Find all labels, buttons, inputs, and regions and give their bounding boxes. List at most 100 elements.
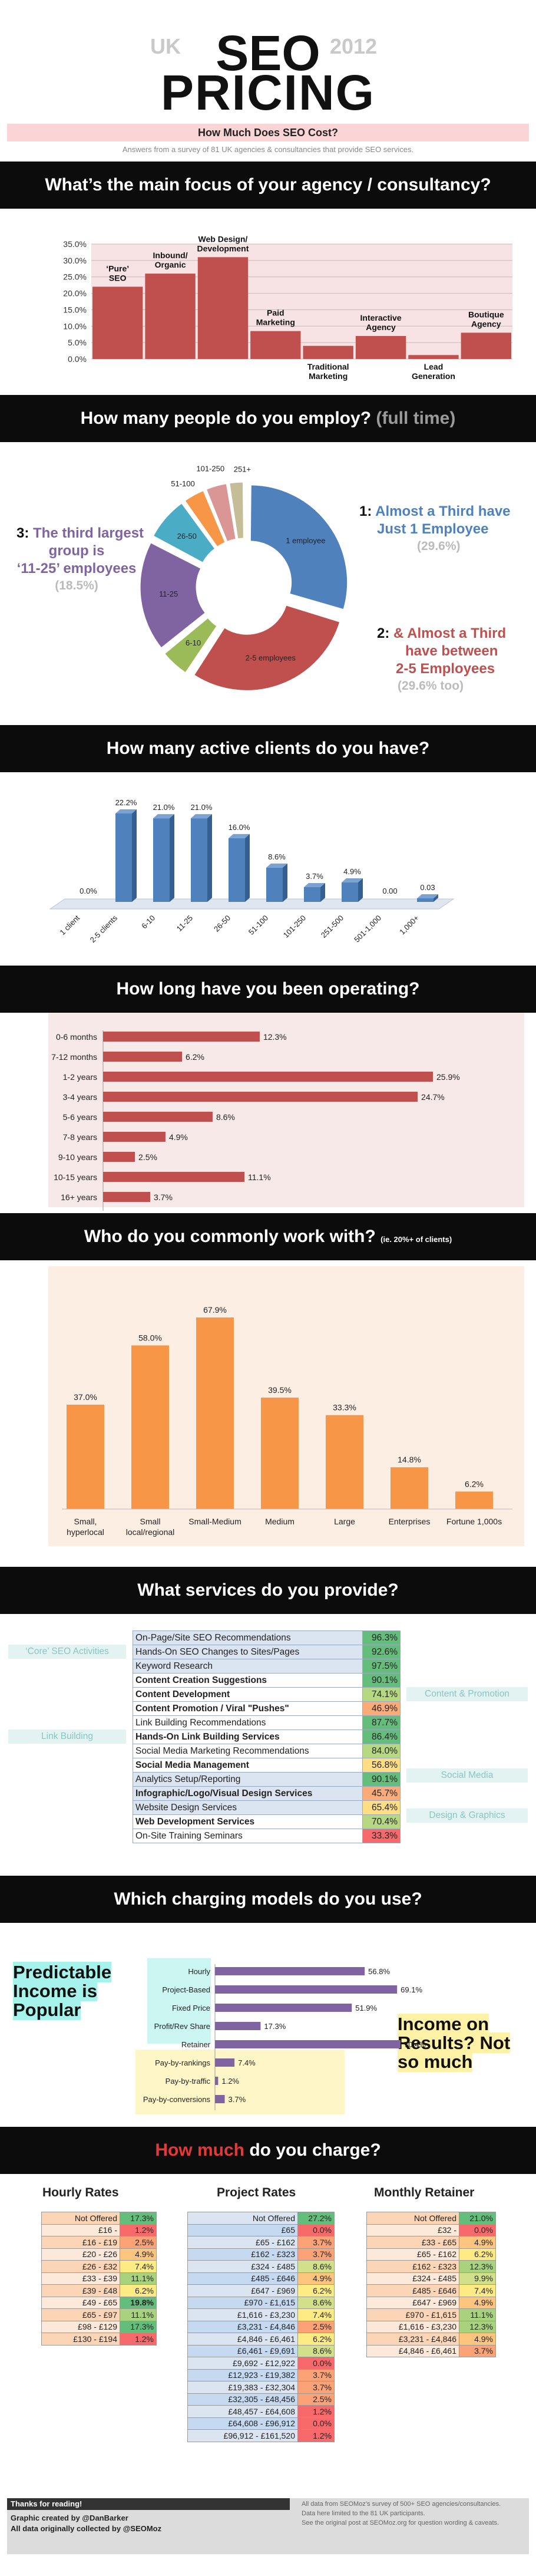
operating-value-label: 25.9%: [436, 1072, 460, 1082]
services-value-cell: 45.7%: [362, 1786, 401, 1801]
focus-bar: [408, 355, 459, 359]
services-name-cell: Hands-On Link Building Services: [133, 1730, 363, 1744]
clients-value-label: 21.0%: [191, 803, 213, 812]
retainer-title: Monthly Retainer: [374, 2186, 475, 2199]
employ-slice: [194, 605, 340, 691]
services-name-cell: Link Building Recommendations: [133, 1715, 363, 1730]
charging-category-label: Pay-by-conversions: [143, 2095, 211, 2104]
services-banner: What services do you provide?: [0, 1567, 536, 1614]
operating-value-label: 8.6%: [216, 1112, 235, 1122]
rate-band-cell: £32 -: [366, 2223, 459, 2236]
rate-pct-cell: 12.3%: [459, 2320, 496, 2333]
charging-left-text: Predictable Income is Popular: [13, 1962, 112, 2020]
focus-category-label: Paid Marketing: [256, 308, 295, 327]
rate-row: £1,616 - £3,230 12.3%: [366, 2320, 496, 2333]
rate-row: £65 0.0%: [187, 2223, 335, 2236]
employ-slice-label: 26-50: [177, 532, 197, 541]
rate-band-cell: Not Offered: [187, 2212, 298, 2225]
rate-row: £64,608 - £96,912 0.0%: [187, 2417, 335, 2430]
header-subtitle-text: How Much Does SEO Cost?: [197, 127, 339, 139]
work-bar: [131, 1345, 169, 1509]
operating-value-label: 11.1%: [248, 1172, 271, 1182]
services-value-cell: 90.1%: [362, 1772, 401, 1787]
operating-category-label: 7-8 years: [63, 1132, 97, 1142]
rate-pct-cell: 6.2%: [297, 2284, 335, 2297]
footer-note2: Data here limited to the 81 UK participa…: [302, 2510, 425, 2517]
rate-row: £26 - £32 7.4%: [41, 2260, 157, 2273]
rate-row: £324 - £485 9.9%: [366, 2272, 496, 2285]
focus-category-label: Web Design/Development: [197, 234, 249, 253]
employ-slice-label: 2-5 employees: [246, 654, 296, 663]
services-row: Link Building Recommendations 87.7%: [133, 1715, 401, 1730]
services-title: What services do you provide?: [137, 1580, 399, 1600]
rate-row: £647 - £969 6.2%: [187, 2284, 335, 2297]
rate-pct-cell: 17.3%: [120, 2212, 157, 2225]
rate-pct-cell: 2.5%: [120, 2236, 157, 2249]
clients-bar-side: [434, 894, 438, 902]
rate-band-cell: Not Offered: [41, 2212, 120, 2225]
services-name-cell: Social Media Management: [133, 1758, 363, 1773]
focus-category-label: Inbound/Organic: [153, 251, 188, 269]
rate-band-cell: £20 - £26: [41, 2248, 120, 2261]
rate-band-cell: £130 - £194: [41, 2333, 120, 2346]
rate-pct-cell: 8.6%: [297, 2344, 335, 2357]
services-value-cell: 96.3%: [362, 1630, 401, 1645]
clients-value-label: 3.7%: [306, 872, 323, 881]
employ-title: How many people do you employ?: [80, 409, 372, 428]
services-name-cell: Social Media Marketing Recommendations: [133, 1744, 363, 1758]
rate-pct-cell: 6.2%: [297, 2333, 335, 2346]
operating-value-label: 4.9%: [169, 1132, 188, 1142]
rate-band-cell: £33 - £39: [41, 2272, 120, 2285]
work-banner: Who do you commonly work with? (ie. 20%+…: [0, 1213, 536, 1260]
rate-row: £3,231 - £4,846 2.5%: [187, 2320, 335, 2333]
services-value-cell: 46.9%: [362, 1701, 401, 1716]
header-region: UK: [150, 34, 181, 58]
charging-highlight-results: [135, 2050, 345, 2114]
rate-pct-cell: 4.9%: [120, 2248, 157, 2261]
services-name-cell: Content Creation Suggestions: [133, 1673, 363, 1688]
rate-row: £98 - £129 17.3%: [41, 2320, 157, 2333]
rate-band-cell: £96,912 - £161,520: [187, 2429, 298, 2442]
rate-row: £65 - £162 3.7%: [187, 2236, 335, 2249]
rate-band-cell: £485 - £646: [187, 2272, 298, 2285]
operating-value-label: 3.7%: [154, 1193, 173, 1202]
rate-pct-cell: 4.9%: [297, 2272, 335, 2285]
focus-ytick: 30.0%: [63, 256, 87, 265]
focus-bar: [355, 336, 406, 359]
rate-pct-cell: 7.4%: [120, 2260, 157, 2273]
charge-title-red: How much: [155, 2140, 244, 2160]
rate-row: £19,383 - £32,304 3.7%: [187, 2381, 335, 2394]
clients-bar-top: [304, 883, 325, 887]
rate-band-cell: £16 -: [41, 2223, 120, 2236]
rate-pct-cell: 11.1%: [459, 2308, 496, 2321]
charging-value-label: 3.7%: [229, 2095, 246, 2104]
charging-right-callout: Income on Results? Not so much: [398, 2014, 527, 2072]
clients-bar-top: [342, 878, 363, 882]
focus-bar: [197, 257, 249, 359]
employ-callout2-num: 2:: [377, 625, 393, 641]
charging-chart: Hourly 56.8% Project-Based 69.1% Fixed Price…: [135, 1958, 426, 2114]
clients-value-label: 21.0%: [153, 803, 175, 812]
hourly-title: Hourly Rates: [42, 2186, 119, 2199]
operating-category-label: 3-4 years: [63, 1092, 97, 1102]
rate-pct-cell: 6.2%: [459, 2248, 496, 2261]
focus-ytick: 0.0%: [68, 354, 87, 364]
services-value-cell: 87.7%: [362, 1715, 401, 1730]
rate-pct-cell: 6.2%: [120, 2284, 157, 2297]
operating-value-label: 6.2%: [186, 1052, 204, 1062]
employ-callout3-num: 3:: [16, 525, 33, 541]
rate-band-cell: £16 - £19: [41, 2236, 120, 2249]
charge-banner: How much do you charge?: [0, 2127, 536, 2174]
services-table: On-Page/Site SEO Recommendations 96.3% Han…: [133, 1630, 401, 1843]
rate-band-cell: £65 - £162: [366, 2248, 459, 2261]
rate-band-cell: £3,231 - £4,846: [366, 2333, 459, 2346]
work-value-label: 33.3%: [333, 1403, 356, 1412]
rate-pct-cell: 3.7%: [297, 2381, 335, 2394]
clients-bar-side: [358, 878, 363, 902]
rate-pct-cell: 2.5%: [297, 2393, 335, 2406]
group-social: Social Media: [406, 1768, 528, 1783]
clients-value-label: 4.9%: [343, 867, 361, 876]
rate-pct-cell: 4.9%: [459, 2236, 496, 2249]
rate-pct-cell: 9.9%: [459, 2272, 496, 2285]
rate-band-cell: £162 - £323: [366, 2260, 459, 2273]
